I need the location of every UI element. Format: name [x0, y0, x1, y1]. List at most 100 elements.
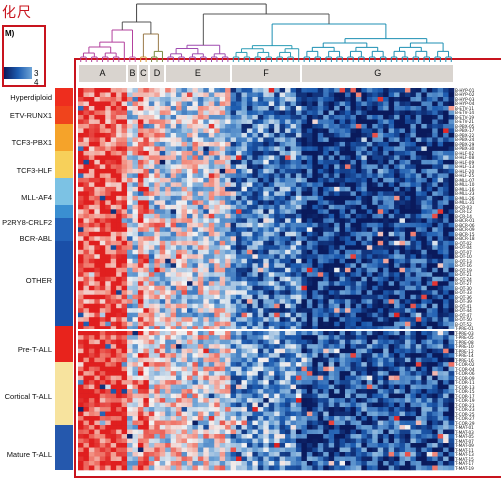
heatmap-cell: [192, 186, 199, 192]
heatmap-cell: [159, 137, 166, 143]
heatmap-cell: [345, 348, 351, 354]
heatmap-cell: [192, 209, 199, 215]
heatmap-cell: [225, 96, 231, 102]
heatmap-cell: [219, 168, 226, 174]
heatmap-cell: [203, 326, 210, 331]
heatmap-cell: [437, 236, 444, 242]
heatmap-cell: [312, 128, 319, 134]
heatmap-cell: [225, 101, 231, 107]
heatmap-cell: [105, 96, 111, 102]
heatmap-cell: [443, 101, 449, 107]
heatmap-cell: [285, 191, 291, 197]
heatmap-cell: [372, 267, 379, 273]
heatmap-cell: [148, 281, 155, 287]
heatmap-cell: [208, 281, 215, 287]
heatmap-cell: [355, 150, 362, 156]
heatmap-cell: [148, 159, 155, 165]
heatmap-cell: [170, 209, 177, 215]
heatmap-cell: [339, 164, 346, 170]
heatmap-cell: [192, 276, 199, 282]
heatmap-cell: [165, 294, 171, 300]
heatmap-cell: [323, 227, 329, 233]
heatmap-cell: [230, 335, 237, 340]
heatmap-cell: [263, 344, 270, 349]
heatmap-cell: [192, 204, 199, 210]
heatmap-cell: [306, 141, 313, 147]
heatmap-cell: [334, 254, 340, 260]
heatmap-cell: [290, 240, 297, 246]
heatmap-cell: [159, 380, 166, 385]
heatmap-cell: [257, 281, 264, 287]
heatmap-cell: [121, 186, 128, 192]
heatmap-cell: [345, 114, 351, 120]
heatmap-cell: [154, 371, 161, 376]
heatmap-cell: [361, 254, 368, 260]
heatmap-cell: [317, 254, 324, 260]
heatmap-cell: [148, 204, 155, 210]
heatmap-cell: [301, 245, 308, 251]
heatmap-cell: [241, 249, 248, 255]
heatmap-cell: [404, 132, 411, 138]
heatmap-cell: [83, 303, 90, 309]
heatmap-cell: [301, 128, 308, 134]
heatmap-cell: [279, 191, 286, 197]
heatmap-cell: [181, 92, 188, 98]
heatmap-cell: [290, 173, 297, 179]
heatmap-cell: [219, 294, 226, 300]
heatmap-cell: [94, 249, 101, 255]
heatmap-cell: [116, 236, 122, 242]
heatmap-cell: [421, 267, 428, 273]
heatmap-cell: [170, 168, 177, 174]
heatmap-cell: [372, 380, 379, 385]
heatmap-cell: [366, 380, 373, 385]
heatmap-cell: [154, 398, 161, 403]
heatmap-cell: [279, 88, 286, 93]
heatmap-cell: [225, 195, 231, 201]
heatmap-cell: [257, 105, 264, 111]
heatmap-cell: [110, 330, 117, 336]
heatmap-cell: [137, 173, 144, 179]
heatmap-cell: [257, 123, 264, 129]
heatmap-cell: [410, 366, 417, 372]
heatmap-cell: [372, 384, 379, 390]
heatmap-cell: [208, 272, 215, 278]
heatmap-cell: [99, 267, 106, 273]
heatmap-cell: [186, 150, 193, 156]
heatmap-cell: [214, 200, 220, 206]
heatmap-cell: [317, 119, 324, 125]
heatmap-cell: [268, 245, 275, 251]
heatmap-cell: [323, 88, 329, 93]
heatmap-cell: [372, 213, 379, 219]
heatmap-cell: [192, 290, 199, 296]
heatmap-cell: [437, 119, 444, 125]
heatmap-cell: [159, 195, 166, 201]
heatmap-cell: [94, 339, 101, 345]
heatmap-cell: [426, 177, 433, 183]
heatmap-cell: [399, 159, 406, 165]
heatmap-cell: [295, 380, 302, 385]
heatmap-cell: [355, 236, 362, 242]
heatmap-cell: [361, 182, 368, 188]
heatmap-cell: [83, 88, 90, 93]
heatmap-cell: [383, 146, 389, 152]
heatmap-cell: [99, 101, 106, 107]
heatmap-cell: [377, 339, 384, 345]
heatmap-cell: [399, 254, 406, 260]
heatmap-cell: [148, 186, 155, 192]
heatmap-cell: [377, 200, 384, 206]
heatmap-cell: [334, 123, 340, 129]
heatmap-cell: [345, 290, 351, 296]
heatmap-cell: [225, 357, 231, 363]
heatmap-cell: [334, 326, 340, 331]
heatmap-cell: [165, 137, 171, 143]
heatmap-cell: [404, 290, 411, 296]
heatmap-cell: [377, 105, 384, 111]
heatmap-cell: [252, 321, 259, 327]
heatmap-cell: [208, 213, 215, 219]
heatmap-cell: [317, 177, 324, 183]
heatmap-cell: [246, 317, 253, 322]
heatmap-cell: [366, 366, 373, 372]
heatmap-cell: [241, 164, 248, 170]
heatmap-cell: [159, 105, 166, 111]
heatmap-cell: [339, 317, 346, 322]
